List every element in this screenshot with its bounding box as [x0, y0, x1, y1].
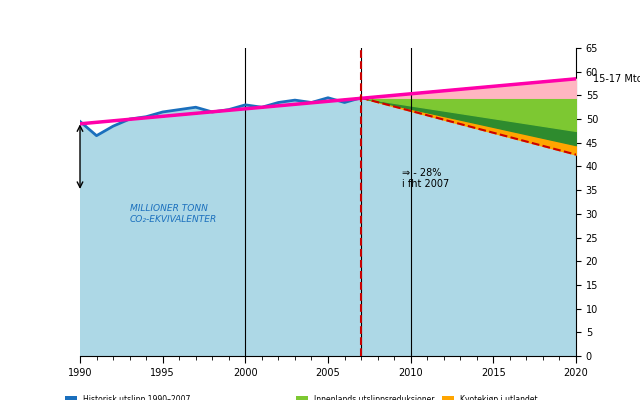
Text: MILLIONER TONN
CO₂-EKVIVALENTER: MILLIONER TONN CO₂-EKVIVALENTER [129, 204, 217, 224]
Text: ⇒ - 28%
i fht 2007: ⇒ - 28% i fht 2007 [403, 168, 450, 189]
Text: 15-17 Mtonn: 15-17 Mtonn [593, 74, 640, 84]
Legend: Historisk utslipp 1990–2007, Referansebane: Utslipp uten nye tiltak og virkemidl: Historisk utslipp 1990–2007, Referanseba… [63, 392, 544, 400]
